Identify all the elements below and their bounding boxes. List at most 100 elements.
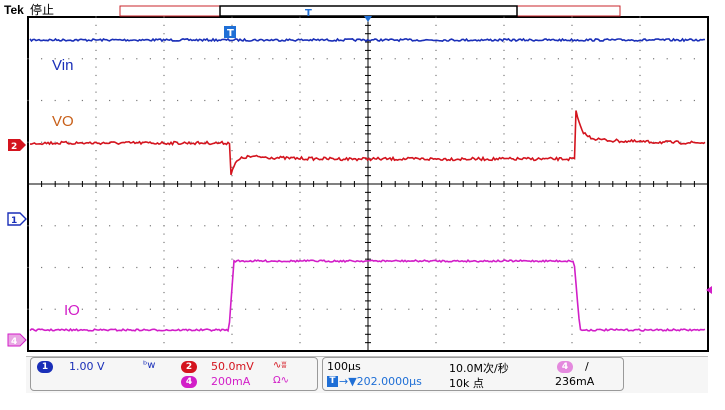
grid-dot <box>435 83 437 85</box>
ch4-ground-marker[interactable]: 4 <box>7 333 27 347</box>
grid-dot <box>408 225 410 227</box>
ch1-scale[interactable]: 1.00 V <box>69 360 105 373</box>
grid-dot <box>435 266 437 269</box>
trigger-channel-badge[interactable]: 4 <box>557 361 573 373</box>
grid-dot <box>299 200 301 202</box>
grid-dot <box>122 308 124 310</box>
grid-dot <box>353 141 355 143</box>
grid-dot <box>231 124 233 127</box>
grid-dot <box>163 283 165 285</box>
grid-dot <box>571 16 573 18</box>
grid-dot <box>81 308 83 310</box>
grid-dot <box>109 99 111 102</box>
grid-dot <box>381 99 383 102</box>
ch4-scale[interactable]: 200mA <box>211 375 251 388</box>
grid-dot <box>435 91 437 93</box>
ch1-badge[interactable]: 1 <box>37 361 53 373</box>
grid-dot <box>394 58 396 60</box>
ch4-badge[interactable]: 4 <box>181 376 197 388</box>
grid-dot <box>435 241 437 244</box>
grid-dot <box>163 208 165 210</box>
grid-dot <box>421 141 423 143</box>
grid-dot <box>639 175 641 177</box>
grid-dot <box>489 308 491 310</box>
grid-dot <box>68 99 70 102</box>
grid-dot <box>95 291 97 294</box>
trigger-position[interactable]: →▼202.0000µs <box>339 375 422 388</box>
grid-dot <box>340 225 342 227</box>
grid-dot <box>231 49 233 51</box>
grid-dot <box>571 241 573 244</box>
grid-dot <box>217 266 219 269</box>
grid-dot <box>435 24 437 26</box>
grid-dot <box>571 91 573 93</box>
grid-dot <box>299 58 301 60</box>
grid-dot <box>693 308 695 310</box>
grid-dot <box>503 275 505 277</box>
grid-dot <box>163 258 165 260</box>
grid-dot <box>95 317 97 319</box>
grid-dot <box>95 325 97 327</box>
grid-dot <box>653 99 655 102</box>
grid-dot <box>408 266 410 269</box>
grid-dot <box>381 225 383 227</box>
grid-dot <box>163 108 165 110</box>
trigger-slope-icon[interactable]: / <box>585 360 589 373</box>
grid-dot <box>639 225 641 227</box>
trigger-position-icon: T <box>327 376 338 387</box>
grid-dot <box>95 99 97 102</box>
grid-dot <box>299 308 301 310</box>
grid-dot <box>190 308 192 310</box>
trigger-level[interactable]: 236mA <box>555 375 595 388</box>
grid-dot <box>476 99 478 102</box>
grid-dot <box>299 16 301 18</box>
grid-dot <box>299 291 301 294</box>
grid-dot <box>612 58 614 60</box>
grid-dot <box>462 308 464 310</box>
grid-dot <box>299 233 301 235</box>
grid-dot <box>54 99 56 102</box>
grid-dot <box>163 74 165 77</box>
grid-dot <box>299 325 301 327</box>
grid-dot <box>639 266 641 269</box>
grid-dot <box>381 58 383 60</box>
trigger-level-marker[interactable] <box>706 286 712 294</box>
grid-dot <box>149 99 151 102</box>
grid-dot <box>163 16 165 18</box>
grid-dot <box>177 99 179 102</box>
grid-dot <box>462 266 464 269</box>
graticule-grid <box>27 16 708 351</box>
grid-dot <box>54 266 56 269</box>
grid-dot <box>544 99 546 102</box>
grid-dot <box>95 300 97 302</box>
grid-dot <box>639 216 641 218</box>
ch2-ground-marker[interactable]: 2 <box>8 139 26 152</box>
grid-dot <box>95 58 97 60</box>
ch1-ground-marker[interactable]: 1 <box>7 212 27 226</box>
record-view-window[interactable] <box>219 5 518 17</box>
grid-dot <box>122 225 124 227</box>
ch2-badge[interactable]: 2 <box>181 361 197 373</box>
grid-dot <box>299 208 301 210</box>
grid-dot <box>163 233 165 235</box>
grid-dot <box>571 33 573 35</box>
grid-dot <box>95 216 97 218</box>
grid-dot <box>272 266 274 269</box>
grid-dot <box>435 317 437 319</box>
grid-dot <box>435 74 437 77</box>
grid-dot <box>299 166 301 168</box>
grid-dot <box>435 225 437 227</box>
ch4-io-waveform <box>29 259 706 333</box>
grid-dot <box>462 58 464 60</box>
grid-dot <box>639 108 641 110</box>
grid-dot <box>95 200 97 202</box>
ch2-scale[interactable]: 50.0mV <box>211 360 254 373</box>
trigger-time-marker[interactable]: T <box>224 26 236 39</box>
grid-dot <box>503 291 505 294</box>
timebase-scale[interactable]: 100µs <box>327 360 361 373</box>
grid-dot <box>231 208 233 210</box>
grid-dot <box>666 225 668 227</box>
grid-dot <box>163 33 165 35</box>
grid-dot <box>503 99 505 102</box>
grid-dot <box>639 116 641 118</box>
